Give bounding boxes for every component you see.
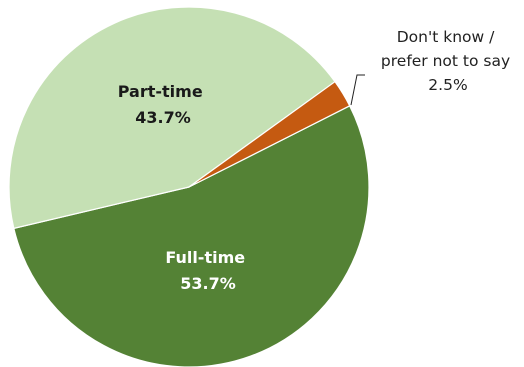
slice-dont-know bbox=[188, 80, 351, 188]
slice-label-full-time: Full-time 53.7% bbox=[165, 248, 250, 293]
leader-line-dont-know bbox=[350, 74, 365, 106]
slice-name-full-time: Full-time bbox=[165, 248, 245, 267]
slice-name-dont-know-line2: prefer not to say bbox=[381, 52, 510, 70]
slice-value-dont-know: 2.5% bbox=[428, 76, 467, 94]
slice-value-part-time: 43.7% bbox=[135, 108, 191, 127]
slices-group bbox=[8, 6, 370, 367]
slice-name-part-time: Part-time bbox=[118, 82, 203, 101]
slice-name-dont-know-line1: Don't know / bbox=[397, 28, 495, 46]
slice-full-time bbox=[13, 105, 370, 367]
slice-label-dont-know: Don't know / prefer not to say 2.5% bbox=[381, 28, 515, 94]
slice-value-full-time: 53.7% bbox=[180, 274, 236, 293]
slice-part-time bbox=[8, 6, 336, 230]
slice-label-part-time: Part-time 43.7% bbox=[118, 82, 209, 127]
